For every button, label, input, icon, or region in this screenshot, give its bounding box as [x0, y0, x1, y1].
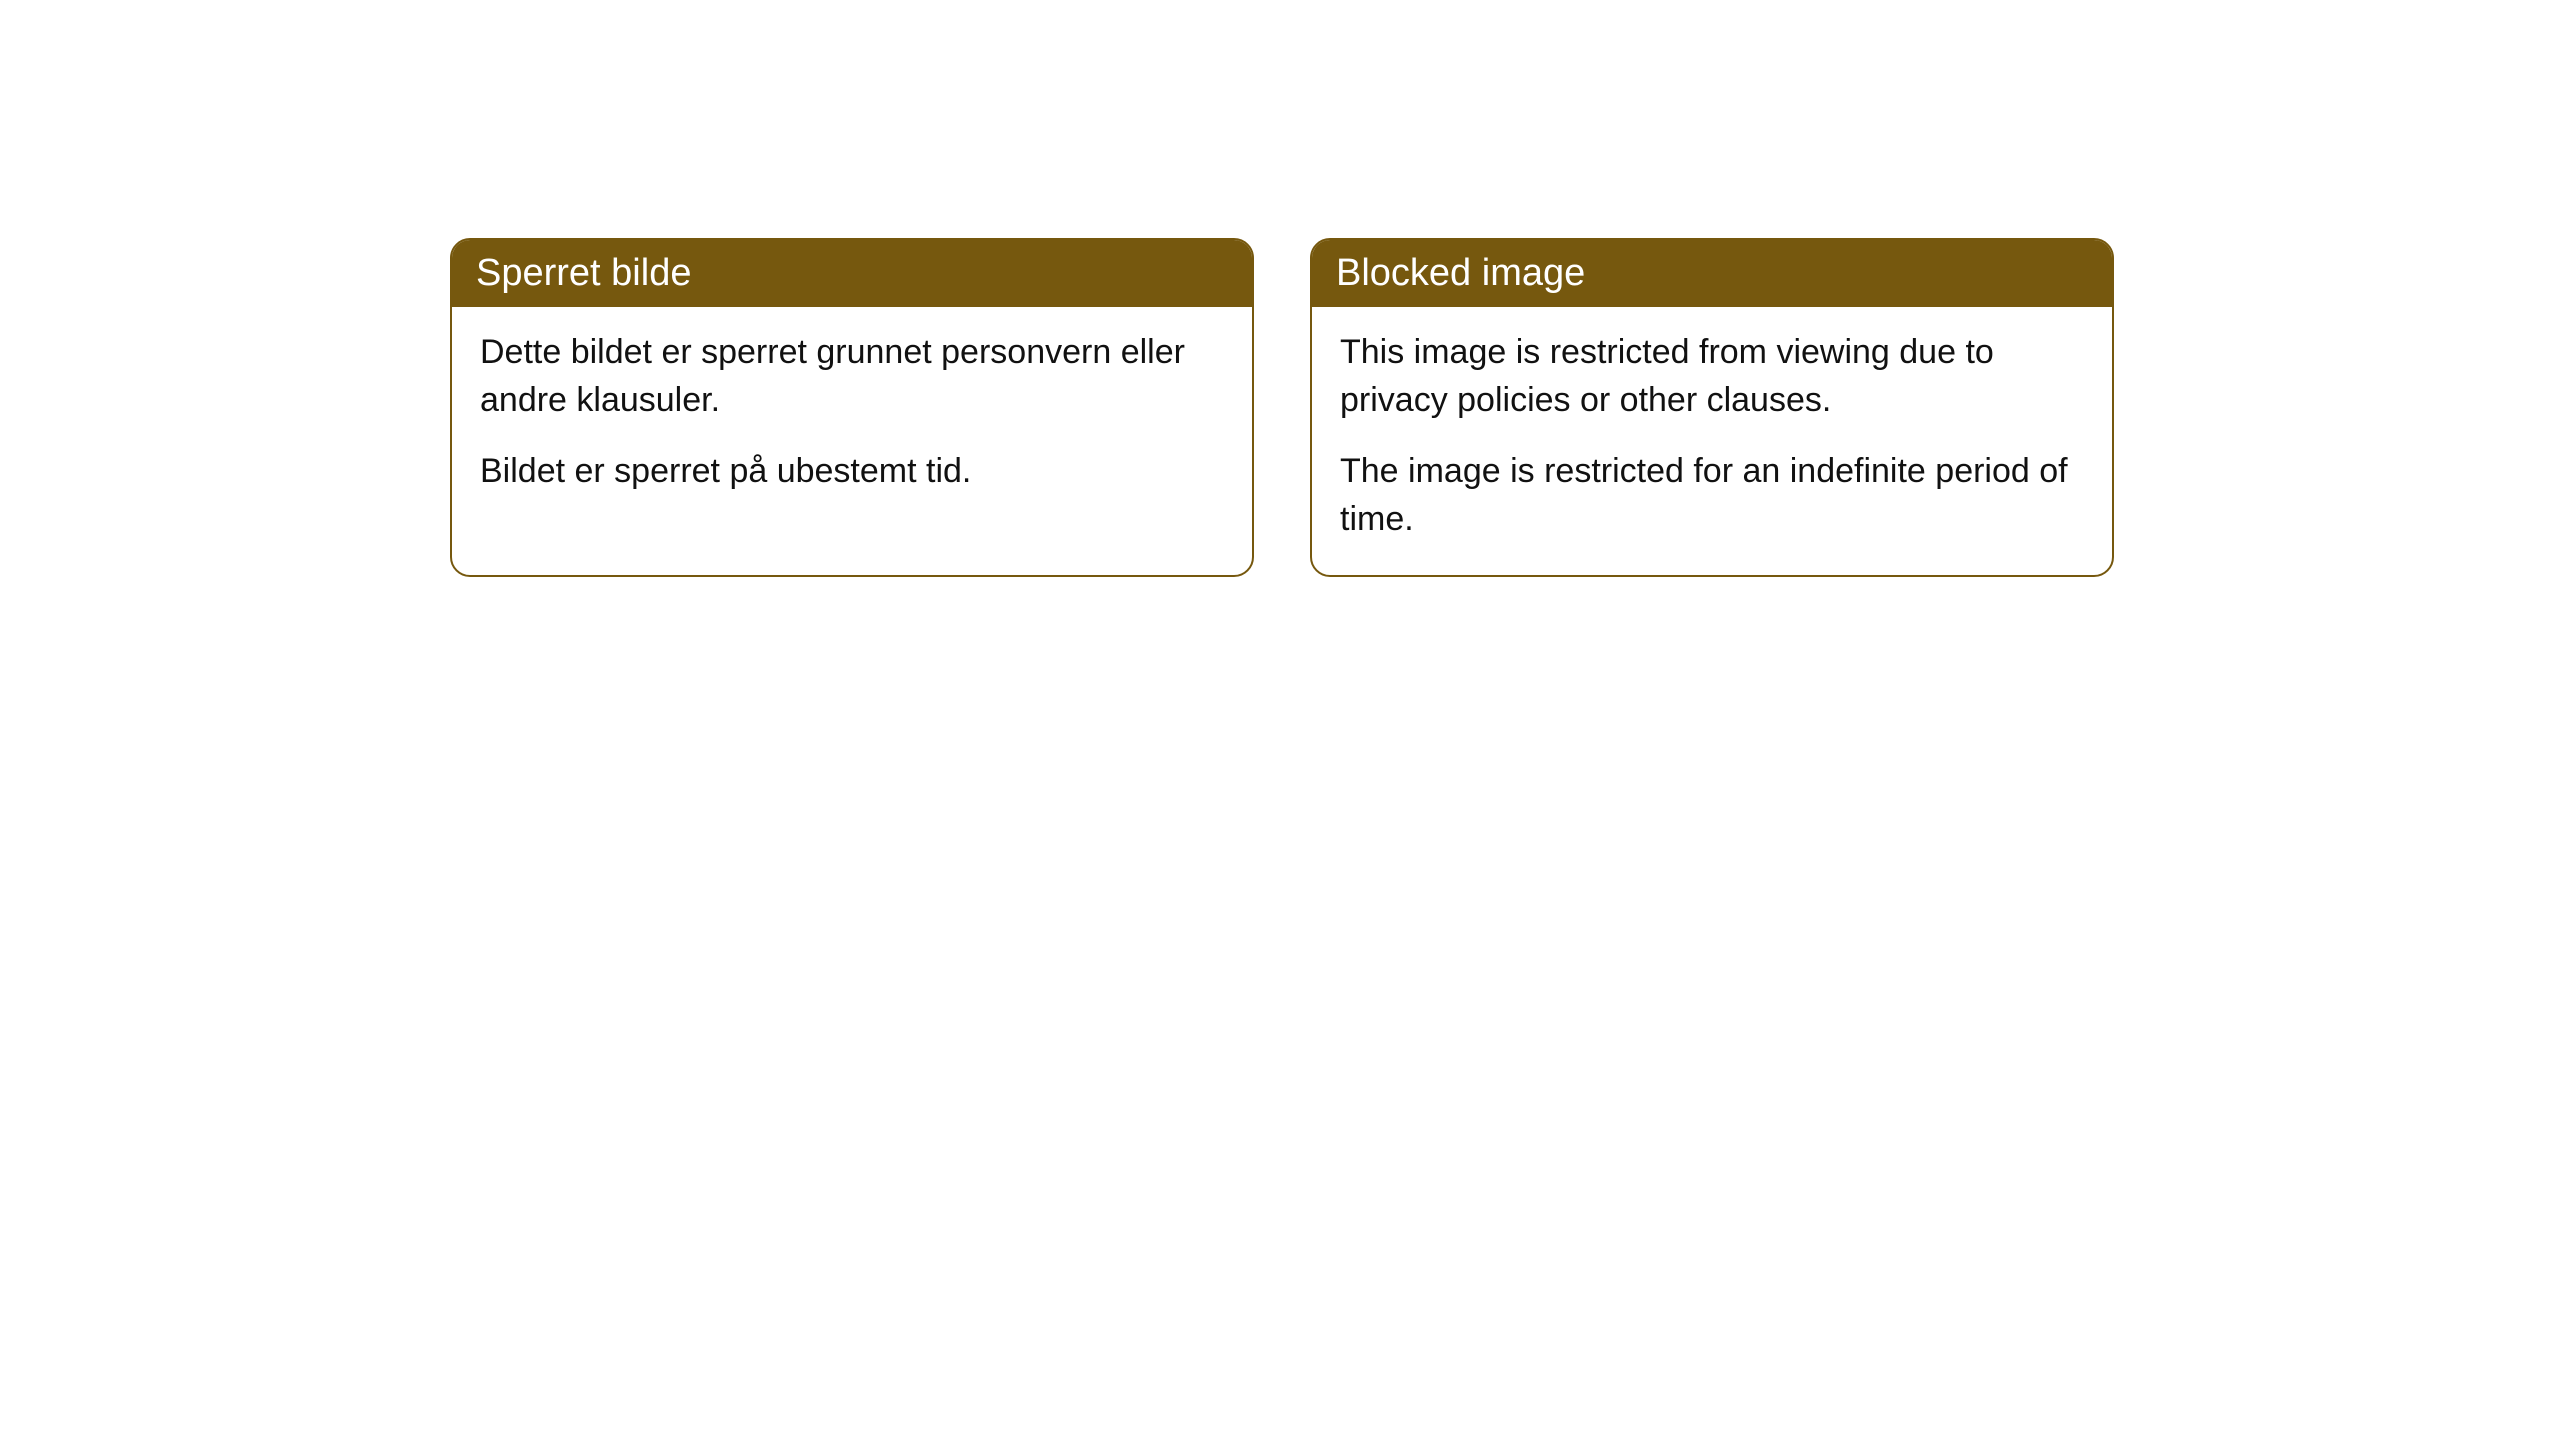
card-text-english-2: The image is restricted for an indefinit… — [1340, 448, 2084, 543]
card-text-english-1: This image is restricted from viewing du… — [1340, 329, 2084, 424]
card-header-english: Blocked image — [1312, 240, 2112, 307]
card-text-norwegian-2: Bildet er sperret på ubestemt tid. — [480, 448, 1224, 496]
card-text-norwegian-1: Dette bildet er sperret grunnet personve… — [480, 329, 1224, 424]
card-body-english: This image is restricted from viewing du… — [1312, 307, 2112, 575]
notice-cards-container: Sperret bilde Dette bildet er sperret gr… — [450, 238, 2114, 577]
card-title-english: Blocked image — [1336, 252, 1585, 294]
card-title-norwegian: Sperret bilde — [476, 252, 691, 294]
card-header-norwegian: Sperret bilde — [452, 240, 1252, 307]
blocked-image-card-english: Blocked image This image is restricted f… — [1310, 238, 2114, 577]
card-body-norwegian: Dette bildet er sperret grunnet personve… — [452, 307, 1252, 528]
blocked-image-card-norwegian: Sperret bilde Dette bildet er sperret gr… — [450, 238, 1254, 577]
